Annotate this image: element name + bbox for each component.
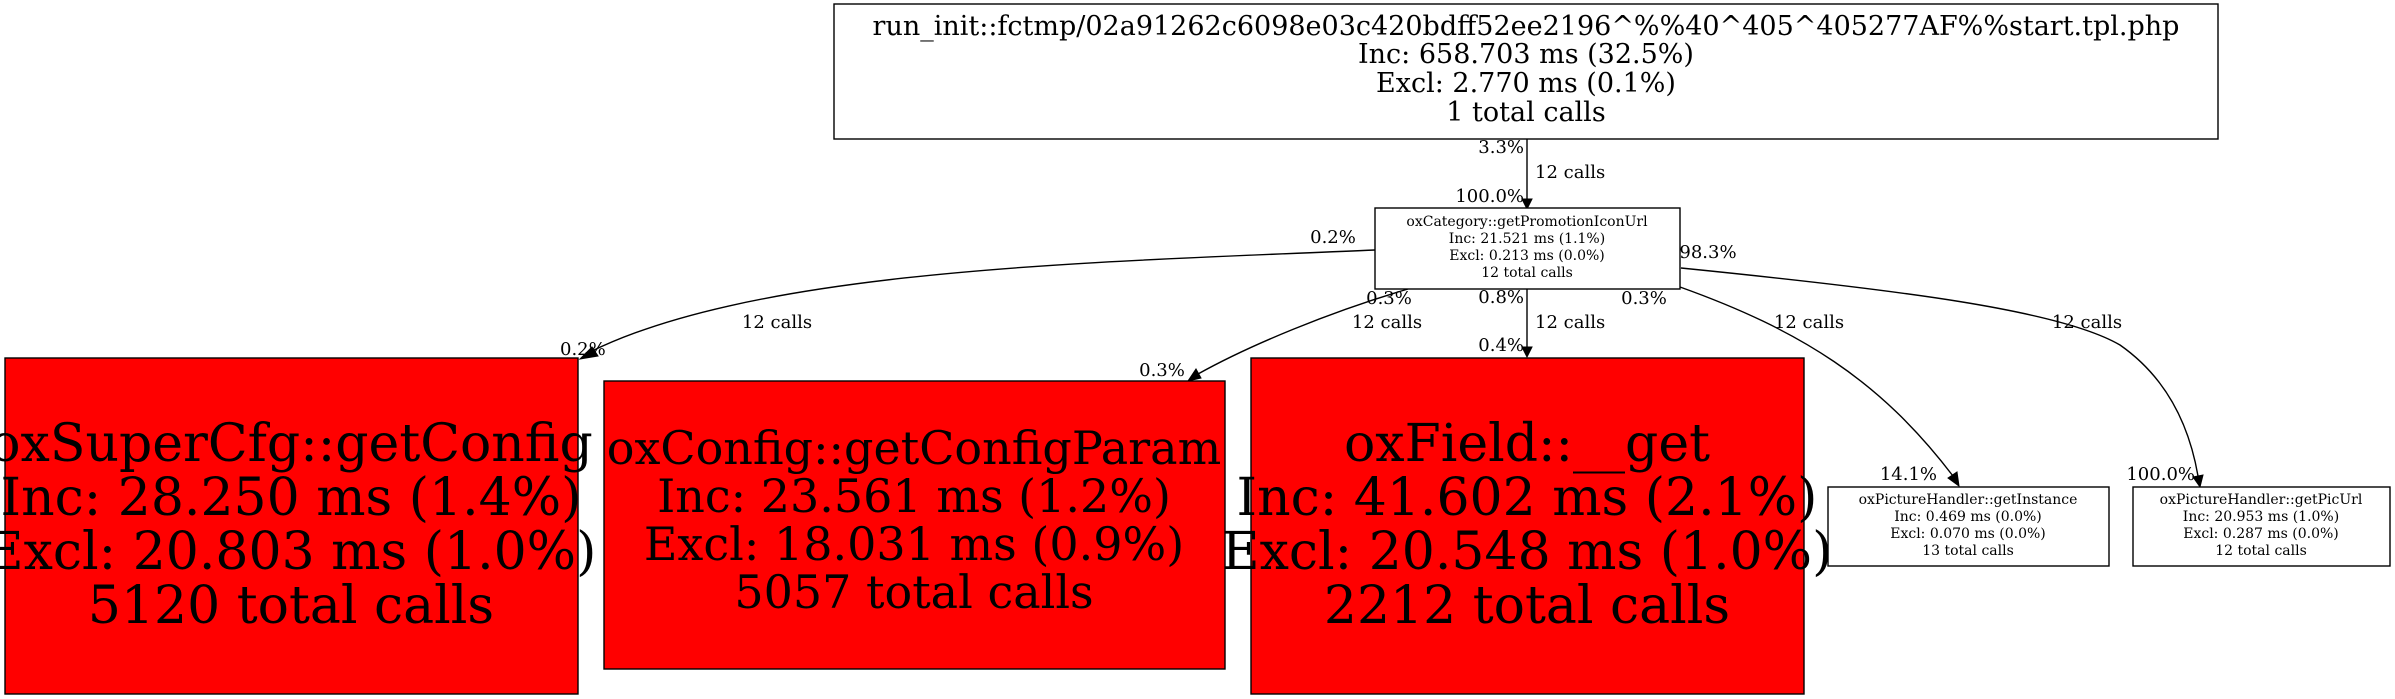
edge-tail-label: 0.2% <box>1310 227 1356 248</box>
node-exclusive-time: Excl: 18.031 ms (0.9%) <box>644 517 1184 571</box>
node-exclusive-time: Excl: 0.213 ms (0.0%) <box>1449 248 1605 264</box>
edge-head-label: 0.3% <box>1139 360 1185 381</box>
edge-tail-label: 0.3% <box>1621 288 1667 309</box>
node-exclusive-time: Excl: 20.803 ms (1.0%) <box>0 522 596 582</box>
edge-head-label: 100.0% <box>2126 464 2195 485</box>
edge-tail-label: 0.8% <box>1478 287 1524 308</box>
edge-promo-to-pichandler: 0.3% 12 calls 14.1% <box>1621 286 1960 488</box>
edge-promo-to-configparam: 0.3% 12 calls 0.3% <box>1139 288 1422 382</box>
node-inclusive-time: Inc: 658.703 ms (32.5%) <box>1358 39 1694 70</box>
node-call-count: 12 total calls <box>1481 265 1573 281</box>
node-inclusive-time: Inc: 20.953 ms (1.0%) <box>2183 509 2339 525</box>
edge-root-to-promo: 3.3% 12 calls 100.0% <box>1455 137 1605 211</box>
node-function-name: oxSuperCfg::getConfig <box>0 414 593 474</box>
node-call-count: 2212 total calls <box>1324 576 1730 636</box>
edge-calls-label: 12 calls <box>1535 312 1605 333</box>
node-inclusive-time: Inc: 41.602 ms (2.1%) <box>1237 468 1818 528</box>
edge-head-label: 100.0% <box>1455 186 1524 207</box>
edge-tail-label: 3.3% <box>1478 137 1524 158</box>
node-function-name: oxConfig::getConfigParam <box>607 421 1221 475</box>
edge-promo-to-field: 0.8% 12 calls 0.4% <box>1478 287 1605 359</box>
node-function-name: oxField::__get <box>1344 414 1710 474</box>
node-picturehandler-getpicurl[interactable]: oxPictureHandler::getPicUrl Inc: 20.953 … <box>2132 486 2391 567</box>
node-function-name: oxPictureHandler::getInstance <box>1859 492 2078 508</box>
node-supercfg-getconfig[interactable]: oxSuperCfg::getConfig Inc: 28.250 ms (1.… <box>0 357 596 695</box>
node-function-name: oxCategory::getPromotionIconUrl <box>1406 214 1648 230</box>
edge-promo-to-supercfg: 0.2% 12 calls 0.2% <box>560 227 1376 360</box>
node-call-count: 5057 total calls <box>734 565 1093 619</box>
node-promotion-icon-url[interactable]: oxCategory::getPromotionIconUrl Inc: 21.… <box>1374 207 1681 290</box>
edge-calls-label: 12 calls <box>742 312 812 333</box>
node-call-count: 1 total calls <box>1446 97 1605 128</box>
node-inclusive-time: Inc: 28.250 ms (1.4%) <box>1 468 582 528</box>
node-field-get[interactable]: oxField::__get Inc: 41.602 ms (2.1%) Exc… <box>1222 357 1833 695</box>
node-exclusive-time: Excl: 2.770 ms (0.1%) <box>1376 68 1676 99</box>
edge-promo-to-picurl: 98.3% 12 calls 100.0% <box>1679 242 2204 489</box>
edge-tail-label: 98.3% <box>1679 242 1736 263</box>
node-inclusive-time: Inc: 21.521 ms (1.1%) <box>1449 231 1605 247</box>
edge-calls-label: 12 calls <box>2052 312 2122 333</box>
node-function-name: run_init::fctmp/02a91262c6098e03c420bdff… <box>873 11 2180 42</box>
node-inclusive-time: Inc: 0.469 ms (0.0%) <box>1894 509 2042 525</box>
edge-calls-label: 12 calls <box>1352 312 1422 333</box>
edge-head-label: 14.1% <box>1880 464 1937 485</box>
node-function-name: oxPictureHandler::getPicUrl <box>2160 492 2363 508</box>
node-exclusive-time: Excl: 0.287 ms (0.0%) <box>2183 526 2339 542</box>
node-config-getconfigparam[interactable]: oxConfig::getConfigParam Inc: 23.561 ms … <box>603 380 1226 670</box>
node-root[interactable]: run_init::fctmp/02a91262c6098e03c420bdff… <box>833 3 2219 140</box>
node-call-count: 5120 total calls <box>88 576 494 636</box>
edge-tail-label: 0.3% <box>1366 288 1412 309</box>
node-exclusive-time: Excl: 20.548 ms (1.0%) <box>1222 522 1833 582</box>
edge-head-label: 0.4% <box>1478 335 1524 356</box>
node-call-count: 13 total calls <box>1922 543 2014 559</box>
edge-calls-label: 12 calls <box>1535 162 1605 183</box>
node-call-count: 12 total calls <box>2215 543 2307 559</box>
node-exclusive-time: Excl: 0.070 ms (0.0%) <box>1890 526 2046 542</box>
edge-calls-label: 12 calls <box>1774 312 1844 333</box>
edge-head-label: 0.2% <box>560 339 606 360</box>
node-inclusive-time: Inc: 23.561 ms (1.2%) <box>657 469 1171 523</box>
node-picturehandler-getinstance[interactable]: oxPictureHandler::getInstance Inc: 0.469… <box>1827 486 2110 567</box>
